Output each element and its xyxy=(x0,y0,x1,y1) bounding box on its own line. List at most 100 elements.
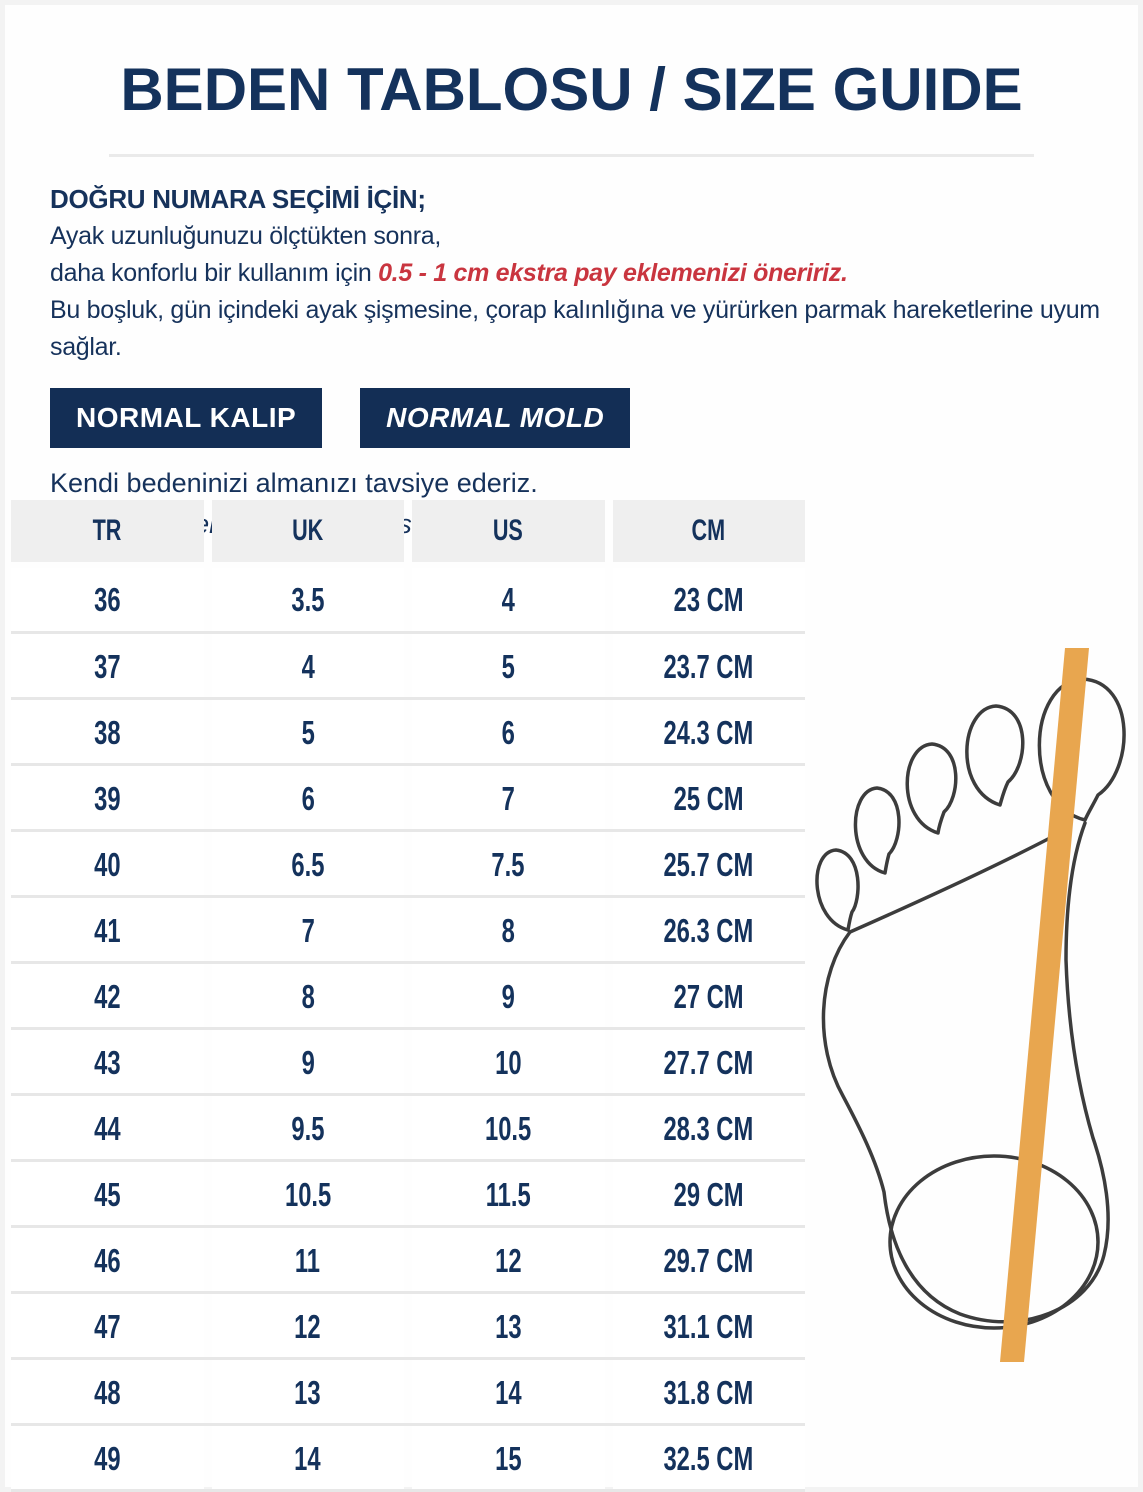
table-row: 43 9 10 27.7 CM xyxy=(11,1027,805,1093)
table-cell: 39 xyxy=(11,766,204,829)
table-cell: 6 xyxy=(211,766,404,829)
table-cell: 11 xyxy=(211,1228,404,1291)
table-cell: 32.5 CM xyxy=(612,1426,805,1489)
table-cell: 13 xyxy=(412,1294,605,1357)
table-cell: 7 xyxy=(412,766,605,829)
foot-outline-svg xyxy=(815,648,1126,1362)
table-cell: 42 xyxy=(11,964,204,1027)
table-row: 44 9.5 10.5 28.3 CM xyxy=(11,1093,805,1159)
table-cell: 38 xyxy=(11,700,204,763)
intro-line2-prefix: daha konforlu bir kullanım için xyxy=(50,259,379,287)
little-toe xyxy=(815,848,860,932)
table-row: 42 8 9 27 CM xyxy=(11,961,805,1027)
table-cell: 48 xyxy=(11,1360,204,1423)
table-cell: 10.5 xyxy=(211,1162,404,1225)
badge-normal-mold: NORMAL MOLD xyxy=(360,388,631,448)
measuring-band xyxy=(1000,648,1089,1362)
table-cell: 43 xyxy=(11,1030,204,1093)
table-cell: 5 xyxy=(412,634,605,697)
badge-normal-kalip: NORMAL KALIP xyxy=(50,388,323,448)
size-table-body: 36 3.5 4 23 CM 37 4 5 23.7 CM 38 5 6 24.3 CM 39 6 7 25 … xyxy=(11,568,805,1492)
table-cell: 10.5 xyxy=(412,1096,605,1159)
table-cell: 46 xyxy=(11,1228,204,1291)
table-cell: 23.7 CM xyxy=(612,634,805,697)
table-row: 49 14 15 32.5 CM xyxy=(11,1423,805,1489)
table-cell: 31.8 CM xyxy=(612,1360,805,1423)
table-row: 38 5 6 24.3 CM xyxy=(11,697,805,763)
table-cell: 3.5 xyxy=(211,568,404,631)
table-cell: 7.5 xyxy=(412,832,605,895)
table-cell: 36 xyxy=(11,568,204,631)
intro-heading: DOĞRU NUMARA SEÇİMİ İÇİN; xyxy=(50,184,426,214)
big-toe xyxy=(1037,677,1126,822)
table-cell: 44 xyxy=(11,1096,204,1159)
under-toes-line xyxy=(848,836,1052,934)
foot-illustration xyxy=(788,630,1143,1375)
size-table-header: TR UK US CM xyxy=(11,500,805,562)
table-cell: 6.5 xyxy=(211,832,404,895)
table-row: 40 6.5 7.5 25.7 CM xyxy=(11,829,805,895)
table-row: 47 12 13 31.1 CM xyxy=(11,1291,805,1357)
divider-line xyxy=(109,154,1034,157)
table-row: 37 4 5 23.7 CM xyxy=(11,631,805,697)
header-cell-tr: TR xyxy=(11,500,204,562)
mold-badges: NORMAL KALIP NORMAL MOLD xyxy=(50,388,1138,448)
table-cell: 14 xyxy=(412,1360,605,1423)
heel-loop xyxy=(888,1154,1100,1330)
table-cell: 27 CM xyxy=(612,964,805,1027)
table-cell: 47 xyxy=(11,1294,204,1357)
table-row: 45 10.5 11.5 29 CM xyxy=(11,1159,805,1225)
table-row: 48 13 14 31.8 CM xyxy=(11,1357,805,1423)
table-cell: 6 xyxy=(412,700,605,763)
table-cell: 10 xyxy=(412,1030,605,1093)
table-cell: 23 CM xyxy=(612,568,805,631)
table-cell: 25 CM xyxy=(612,766,805,829)
header-cell-cm: CM xyxy=(612,500,805,562)
second-toe xyxy=(965,704,1025,807)
table-cell: 24.3 CM xyxy=(612,700,805,763)
intro-text-block: DOĞRU NUMARA SEÇİMİ İÇİN; Ayak uzunluğun… xyxy=(50,181,1138,366)
intro-line1: Ayak uzunluğunuzu ölçtükten sonra, xyxy=(50,222,441,250)
page-title: BEDEN TABLOSU / SIZE GUIDE xyxy=(120,56,1023,123)
size-table: TR UK US CM 36 3.5 4 23 CM 37 4 5 23.7 CM 38 5 6 24… xyxy=(11,500,805,1492)
table-cell: 8 xyxy=(412,898,605,961)
table-cell: 28.3 CM xyxy=(612,1096,805,1159)
table-cell: 15 xyxy=(412,1426,605,1489)
table-cell: 25.7 CM xyxy=(612,832,805,895)
intro-line2-highlight: 0.5 - 1 cm ekstra pay eklemenizi öneriri… xyxy=(378,259,848,287)
table-cell: 40 xyxy=(11,832,204,895)
table-cell: 9.5 xyxy=(211,1096,404,1159)
intro-line3: Bu boşluk, gün içindeki ayak şişmesine, … xyxy=(50,296,1100,361)
table-row: 39 6 7 25 CM xyxy=(11,763,805,829)
table-row: 36 3.5 4 23 CM xyxy=(11,568,805,631)
table-cell: 45 xyxy=(11,1162,204,1225)
table-cell: 29 CM xyxy=(612,1162,805,1225)
table-cell: 5 xyxy=(211,700,404,763)
table-cell: 41 xyxy=(11,898,204,961)
table-cell: 12 xyxy=(412,1228,605,1291)
table-cell: 4 xyxy=(211,634,404,697)
table-cell: 14 xyxy=(211,1426,404,1489)
table-cell: 9 xyxy=(211,1030,404,1093)
table-cell: 37 xyxy=(11,634,204,697)
table-row: 41 7 8 26.3 CM xyxy=(11,895,805,961)
third-toe xyxy=(905,742,958,835)
header-cell-uk: UK xyxy=(211,500,404,562)
table-cell: 13 xyxy=(211,1360,404,1423)
table-cell: 9 xyxy=(412,964,605,1027)
table-cell: 26.3 CM xyxy=(612,898,805,961)
header-cell-us: US xyxy=(412,500,605,562)
table-cell: 7 xyxy=(211,898,404,961)
fourth-toe xyxy=(853,786,901,875)
table-cell: 11.5 xyxy=(412,1162,605,1225)
table-cell: 29.7 CM xyxy=(612,1228,805,1291)
table-cell: 27.7 CM xyxy=(612,1030,805,1093)
table-row: 46 11 12 29.7 CM xyxy=(11,1225,805,1291)
table-cell: 31.1 CM xyxy=(612,1294,805,1357)
intro-line2: daha konforlu bir kullanım için 0.5 - 1 … xyxy=(50,255,1138,292)
table-cell: 8 xyxy=(211,964,404,1027)
advice-text-tr: Kendi bedeninizi almanızı tavsiye ederiz… xyxy=(50,468,538,498)
table-cell: 12 xyxy=(211,1294,404,1357)
table-cell: 49 xyxy=(11,1426,204,1489)
